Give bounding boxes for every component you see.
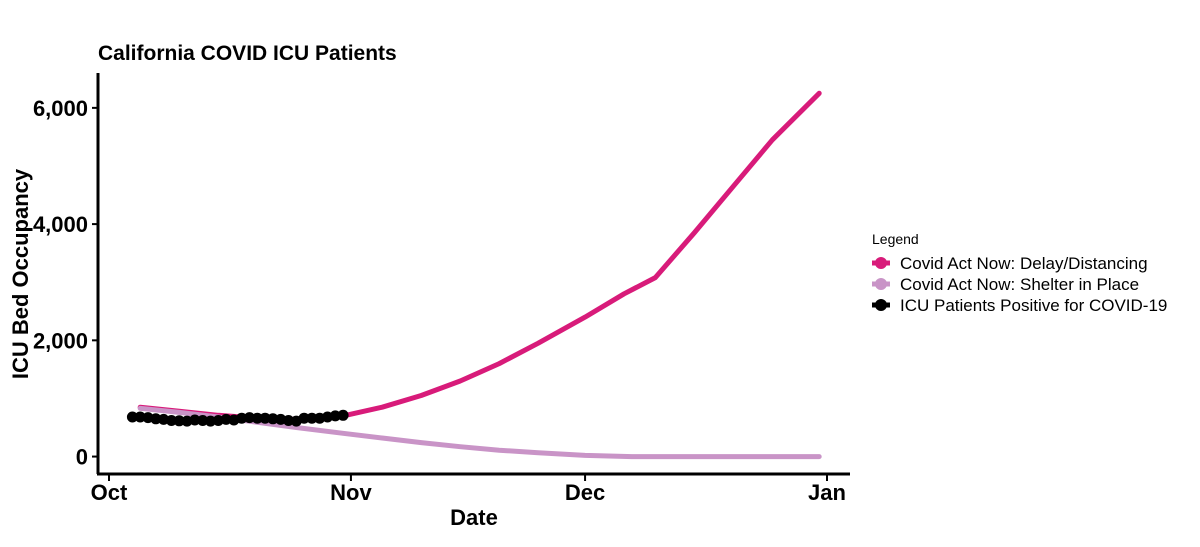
legend-label-0: Covid Act Now: Delay/Distancing bbox=[900, 254, 1148, 273]
series-line-0 bbox=[137, 90, 822, 422]
y-tick-label: 2,000 bbox=[33, 328, 88, 353]
data-point bbox=[173, 415, 185, 427]
data-point bbox=[298, 412, 310, 424]
y-axis-ticks: 0 2,000 4,000 6,000 bbox=[33, 96, 98, 470]
x-tick-label: Nov bbox=[330, 480, 372, 505]
legend-key-point-0 bbox=[875, 257, 887, 269]
data-point bbox=[126, 411, 138, 423]
legend-label-2: ICU Patients Positive for COVID-19 bbox=[900, 296, 1167, 315]
legend: Legend Covid Act Now: Delay/Distancing Co… bbox=[872, 231, 1167, 315]
data-point bbox=[306, 412, 318, 424]
x-tick-label: Jan bbox=[808, 480, 846, 505]
x-tick-label: Dec bbox=[565, 480, 605, 505]
y-axis-title: ICU Bed Occupancy bbox=[8, 168, 33, 379]
x-axis-title: Date bbox=[450, 505, 498, 530]
legend-key-point-2 bbox=[875, 299, 887, 311]
data-point bbox=[165, 415, 177, 426]
data-point bbox=[251, 412, 263, 424]
legend-title: Legend bbox=[872, 231, 919, 247]
data-point bbox=[189, 414, 201, 426]
legend-label-1: Covid Act Now: Shelter in Place bbox=[900, 275, 1139, 294]
x-tick-label: Oct bbox=[91, 480, 128, 505]
chart-title: California COVID ICU Patients bbox=[98, 42, 397, 65]
x-axis-ticks: Oct Nov Dec Jan bbox=[91, 474, 846, 505]
data-point bbox=[337, 409, 349, 421]
legend-key-point-1 bbox=[875, 278, 887, 290]
y-tick-label: 0 bbox=[76, 445, 88, 470]
y-tick-label: 6,000 bbox=[33, 96, 88, 121]
plot-area bbox=[126, 90, 822, 460]
y-tick-label: 4,000 bbox=[33, 212, 88, 237]
